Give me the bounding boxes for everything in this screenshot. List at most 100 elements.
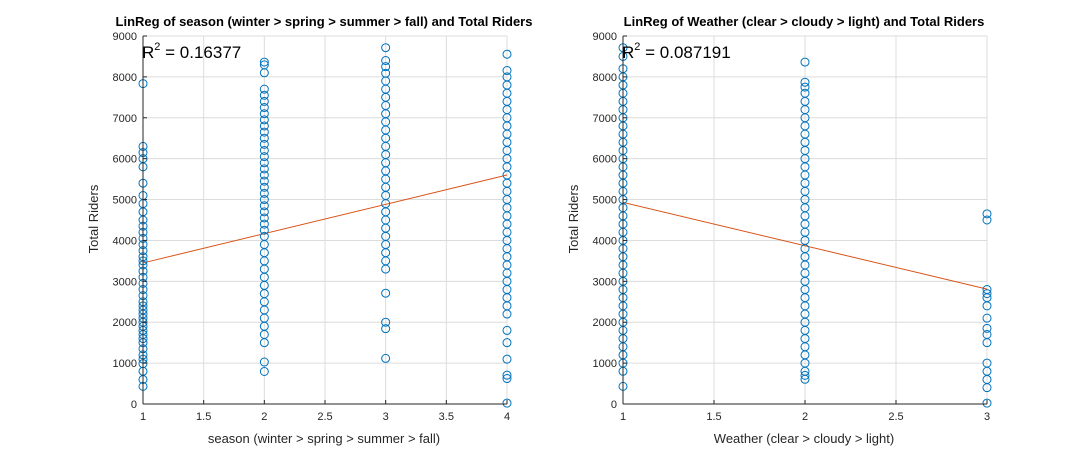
- data-point: [259, 176, 269, 186]
- data-point: [381, 56, 391, 66]
- r-squared-value: = 0.16377: [160, 43, 241, 62]
- data-point: [982, 313, 992, 323]
- data-point: [259, 133, 269, 143]
- regression-line: [622, 201, 988, 290]
- data-point: [381, 353, 391, 363]
- data-point: [259, 195, 269, 205]
- data-point: [259, 57, 269, 67]
- data-point: [381, 324, 391, 334]
- data-point: [259, 127, 269, 137]
- y-tick-label: 5000: [593, 195, 617, 207]
- data-point: [982, 398, 992, 408]
- data-point: [502, 374, 512, 384]
- data-point: [259, 109, 269, 119]
- scatter-panel-weather: LinReg of Weather (clear > cloudy > ligh…: [566, 14, 992, 446]
- data-point: [259, 182, 269, 192]
- data-point: [502, 325, 512, 335]
- y-axis-label: Total Riders: [566, 184, 581, 253]
- data-point: [800, 57, 810, 67]
- y-tick-label: 7000: [593, 113, 617, 125]
- fit-line-group: [622, 201, 988, 290]
- data-point: [259, 103, 269, 113]
- y-tick-label: 0: [611, 399, 617, 411]
- data-point: [502, 72, 512, 82]
- r-squared-superscript: 2: [634, 41, 640, 53]
- y-tick-label: 8000: [113, 72, 137, 84]
- y-tick-label: 1000: [113, 358, 137, 370]
- y-tick-label: 4000: [113, 235, 137, 247]
- y-tick-label: 1000: [593, 358, 617, 370]
- data-point: [381, 288, 391, 298]
- data-point: [982, 323, 992, 333]
- regression-line: [142, 174, 508, 264]
- y-tick-label: 9000: [593, 31, 617, 43]
- chart-title: LinReg of Weather (clear > cloudy > ligh…: [624, 14, 985, 29]
- data-point: [259, 225, 269, 235]
- grid: [142, 35, 508, 405]
- data-point: [381, 62, 391, 72]
- data-point: [259, 201, 269, 211]
- data-point: [502, 49, 512, 59]
- data-point: [259, 121, 269, 131]
- data-point: [800, 77, 810, 87]
- chart-title: LinReg of season (winter > spring > summ…: [116, 14, 533, 29]
- data-point: [982, 215, 992, 225]
- data-point: [502, 338, 512, 348]
- r-squared-annotation: R2 = 0.16377: [142, 41, 241, 62]
- y-tick-label: 7000: [113, 113, 137, 125]
- data-point: [259, 145, 269, 155]
- x-tick-label: 4: [504, 411, 510, 423]
- x-tick-label: 1.5: [706, 411, 721, 423]
- y-tick-label: 8000: [593, 72, 617, 84]
- fit-line-group: [142, 174, 508, 264]
- axes: [622, 35, 988, 405]
- y-axis-label: Total Riders: [86, 184, 101, 253]
- y-tick-label: 3000: [593, 276, 617, 288]
- data-point: [259, 152, 269, 162]
- r-squared-prefix: R: [622, 43, 634, 62]
- x-tick-label: 2.5: [317, 411, 332, 423]
- data-point: [502, 370, 512, 380]
- data-point: [259, 357, 269, 367]
- data-point: [502, 398, 512, 408]
- x-tick-label: 3: [984, 411, 990, 423]
- data-point: [259, 207, 269, 217]
- x-axis-label: Weather (clear > cloudy > light): [714, 431, 894, 446]
- r-squared-value: = 0.087191: [640, 43, 730, 62]
- data-point: [259, 139, 269, 149]
- x-tick-label: 1: [140, 411, 146, 423]
- data-point: [982, 209, 992, 219]
- tick-labels: 1 1.5 2 2.5 3 3.5 4 0 1000 2000 3000 4000 5000 6000 70…: [113, 31, 511, 423]
- data-point: [502, 66, 512, 76]
- data-point: [259, 170, 269, 180]
- x-tick-label: 2: [802, 411, 808, 423]
- data-point: [259, 231, 269, 241]
- x-tick-label: 3.5: [439, 411, 454, 423]
- x-axis-label: season (winter > spring > summer > fall): [208, 431, 440, 446]
- x-tick-label: 3: [383, 411, 389, 423]
- data-point: [259, 90, 269, 100]
- r-squared-annotation: R2 = 0.087191: [622, 41, 731, 62]
- data-point: [982, 289, 992, 299]
- r-squared-superscript: 2: [154, 41, 160, 53]
- data-point: [381, 68, 391, 78]
- y-tick-label: 2000: [593, 317, 617, 329]
- data-point: [982, 285, 992, 295]
- y-tick-label: 3000: [113, 276, 137, 288]
- data-point: [502, 354, 512, 364]
- data-point: [259, 164, 269, 174]
- data-point: [259, 115, 269, 125]
- tick-labels: 1 1.5 2 2.5 3 0 1000 2000 3000 4000 5000 6000 7000 80…: [593, 31, 991, 423]
- data-point: [800, 82, 810, 92]
- y-tick-label: 6000: [113, 154, 137, 166]
- data-point: [381, 317, 391, 327]
- data-point: [381, 43, 391, 53]
- y-tick-label: 0: [131, 399, 137, 411]
- data-point: [259, 158, 269, 168]
- axes: [142, 35, 508, 405]
- y-tick-label: 9000: [113, 31, 137, 43]
- r-squared-prefix: R: [142, 43, 154, 62]
- data-point: [982, 329, 992, 339]
- x-tick-label: 1.5: [196, 411, 211, 423]
